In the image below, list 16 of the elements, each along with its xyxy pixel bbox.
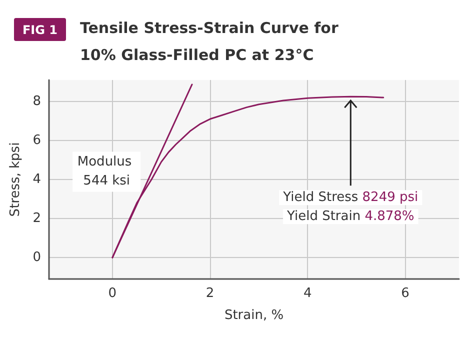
y-tick-label: 2 (32, 211, 41, 226)
y-tick-label: 6 (32, 132, 41, 148)
x-tick-label: 2 (206, 286, 214, 301)
y-tick-label: 0 (32, 250, 41, 266)
x-tick-label: 4 (304, 286, 312, 301)
x-tick-label: 6 (401, 286, 410, 301)
x-tick-label: 0 (108, 286, 117, 301)
annotation: Yield Stress 8249 psi (282, 190, 418, 206)
y-tick-label: 4 (32, 172, 41, 187)
y-axis-title: Stress, kpsi (8, 142, 23, 217)
annotation: Yield Strain 4.878% (286, 209, 414, 224)
x-axis-title: Strain, % (224, 308, 284, 323)
caption: FIG 1 (14, 18, 66, 41)
y-tick-label: 8 (32, 94, 41, 109)
annotation: Modulus 544 ksi (77, 154, 136, 189)
chart-title: Tensile Stress-Strain Curve for 10% Glass-Filled PC at 23°C (80, 18, 340, 66)
